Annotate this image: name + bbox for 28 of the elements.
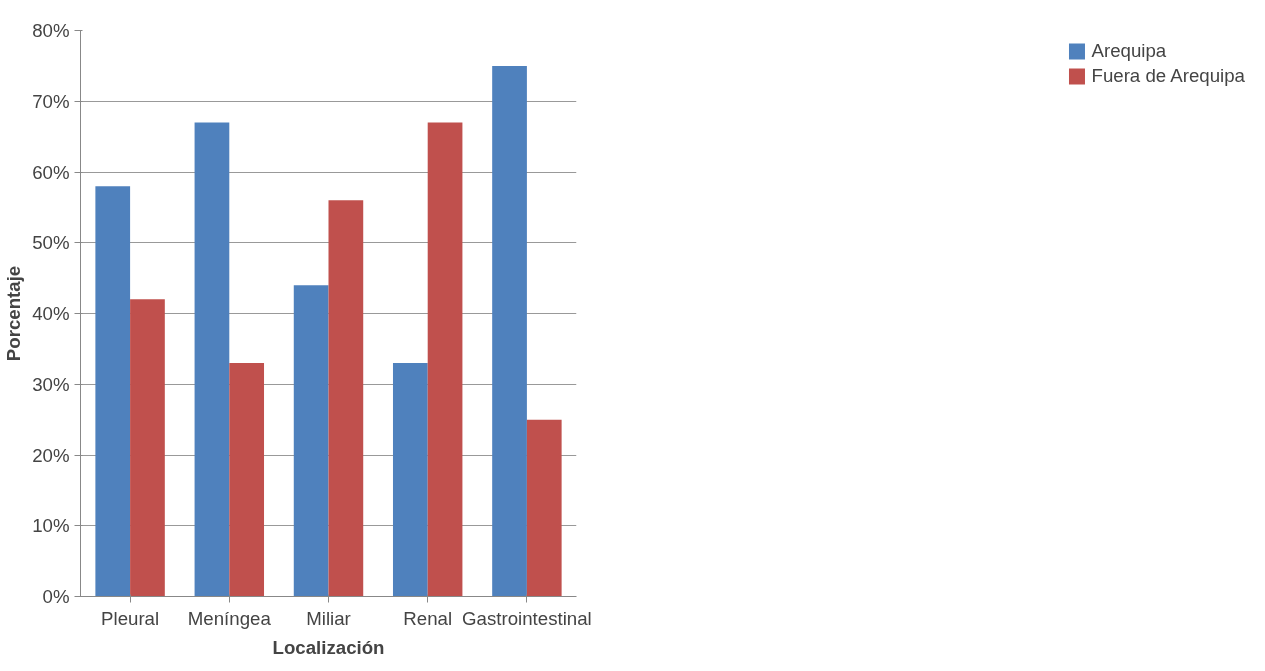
y-tick-label: 10% [32,515,70,537]
y-tick-label: 40% [32,303,70,324]
y-tick-label: 80% [32,20,70,41]
x-tick-label: Pleural [101,607,160,629]
bar [293,285,329,597]
bar [95,186,131,597]
legend-label: Fuera de Arequipa [1091,65,1245,87]
x-tick-label: Gastrointestinal [462,607,592,629]
x-axis-title: Localización [272,636,385,658]
x-tick-label: Renal [403,607,453,629]
y-tick-label: 20% [32,444,70,466]
bar [229,363,265,597]
bar [392,363,428,597]
y-tick-label: 70% [32,90,70,112]
legend-label: Arequipa [1091,40,1167,62]
x-tick-label: Meníngea [187,607,272,629]
y-tick-label: 0% [42,586,70,607]
bar [328,200,364,597]
y-tick-label: 50% [32,232,70,254]
bar [427,122,463,597]
bar [130,299,165,597]
y-axis-title: Porcentaje [3,265,25,362]
y-tick-label: 60% [32,161,70,183]
bar [492,65,527,597]
y-tick-label: 30% [32,373,70,395]
bar [194,122,230,597]
x-tick-label: Miliar [306,607,351,629]
bar [526,419,562,597]
